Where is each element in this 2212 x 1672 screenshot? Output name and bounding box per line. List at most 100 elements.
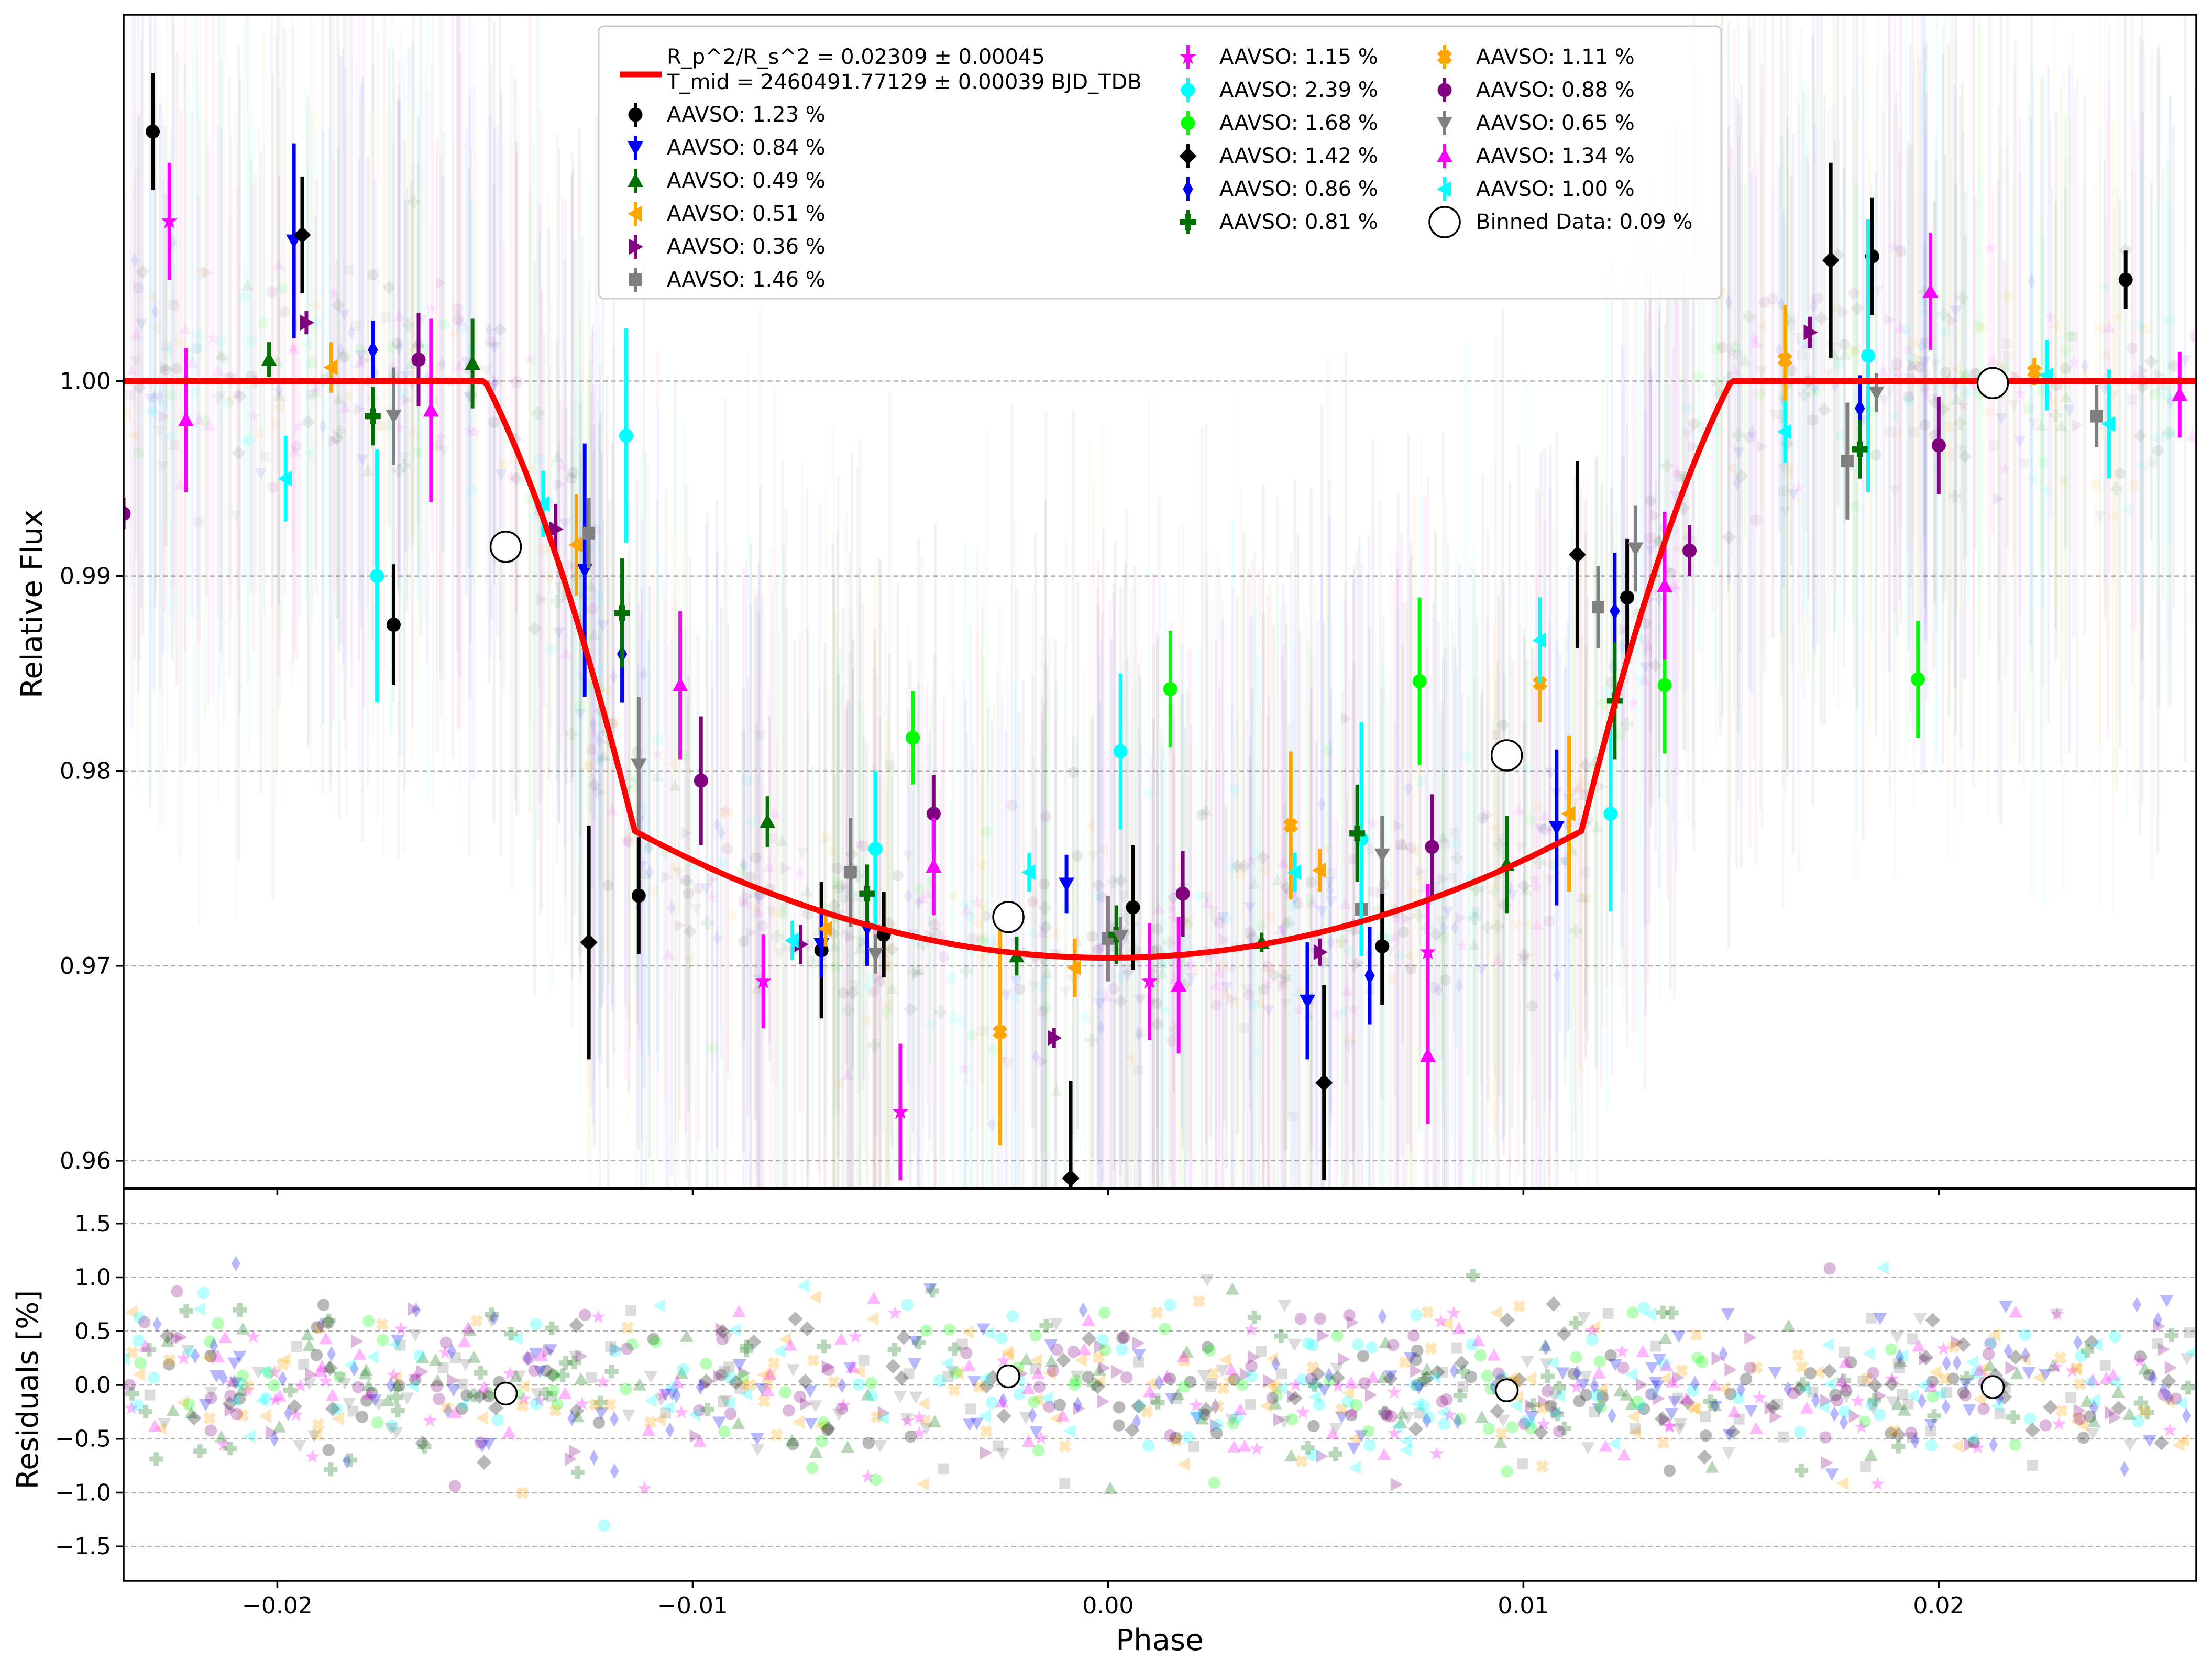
residual-point xyxy=(324,1462,338,1477)
bg-point xyxy=(466,485,478,496)
residual-point xyxy=(347,1405,359,1417)
residual-point xyxy=(1506,1421,1518,1434)
residual-point-shape xyxy=(241,1379,255,1393)
bg-point xyxy=(1450,838,1462,849)
bg-point-shape xyxy=(833,1077,845,1090)
bg-point xyxy=(215,348,228,360)
bg-point xyxy=(1809,387,1821,398)
data-point xyxy=(1620,590,1635,605)
bg-point xyxy=(1133,994,1147,1006)
bg-point xyxy=(223,397,234,409)
residual-point xyxy=(1665,1408,1679,1421)
bg-point xyxy=(1600,702,1612,715)
residual-point xyxy=(647,1333,660,1346)
residual-point xyxy=(343,1453,357,1467)
bg-point xyxy=(771,907,783,919)
bg-point xyxy=(2028,273,2036,289)
residual-point xyxy=(227,1374,241,1387)
bg-point xyxy=(328,435,340,448)
bg-point xyxy=(1580,867,1590,878)
residual-point xyxy=(1890,1332,1904,1344)
residual-point xyxy=(1700,1411,1711,1422)
residual-point xyxy=(836,1398,851,1412)
bg-point xyxy=(2067,331,2078,342)
data-point xyxy=(2090,410,2103,423)
residual-point xyxy=(1028,1407,1037,1423)
residual-point xyxy=(1607,1407,1616,1424)
bg-point xyxy=(652,734,664,746)
residual-point xyxy=(1306,1448,1319,1461)
residual-point xyxy=(1040,1391,1053,1405)
residual-point xyxy=(942,1371,954,1382)
residual-point-shape xyxy=(1270,1381,1283,1394)
residual-point xyxy=(1429,1446,1444,1460)
residual-point xyxy=(948,1342,962,1356)
bg-point xyxy=(553,581,566,593)
bg-point xyxy=(129,356,142,368)
residual-point xyxy=(1696,1356,1709,1369)
residual-point xyxy=(317,1299,330,1311)
residual-point xyxy=(1820,1394,1833,1408)
data-point xyxy=(300,314,314,331)
residual-point xyxy=(734,1383,746,1394)
residual-point xyxy=(1690,1328,1703,1341)
residual-point xyxy=(2021,1347,2030,1363)
bg-point xyxy=(1342,1040,1356,1052)
bg-point xyxy=(1351,925,1363,938)
residual-point xyxy=(1592,1366,1606,1379)
residual-point xyxy=(665,1422,675,1438)
residual-point xyxy=(816,1435,828,1448)
residual-point xyxy=(633,1378,647,1391)
bg-point xyxy=(1655,592,1664,607)
residual-point xyxy=(700,1403,714,1417)
residual-point xyxy=(598,1519,611,1532)
residual-point-shape xyxy=(1688,1401,1701,1415)
bg-point xyxy=(1850,501,1862,512)
bg-point xyxy=(1326,934,1335,950)
residual-point xyxy=(125,1387,139,1401)
bg-point xyxy=(1150,1017,1165,1031)
residual-point xyxy=(1586,1333,1599,1346)
main-panel: 0.960.970.980.991.00 xyxy=(60,14,2197,1195)
bg-point xyxy=(144,290,156,303)
bg-point xyxy=(1775,342,1784,357)
bg-point xyxy=(1973,320,1985,332)
bg-point xyxy=(882,916,896,931)
residual-point xyxy=(887,1343,901,1357)
residual-point xyxy=(338,1377,352,1390)
residual-point xyxy=(1446,1305,1461,1319)
bg-point xyxy=(215,336,226,347)
residual-point xyxy=(750,1433,764,1446)
residual-point xyxy=(1160,1369,1174,1382)
bg-point xyxy=(412,446,424,458)
residual-point xyxy=(712,1416,726,1429)
residual-point xyxy=(783,1404,795,1417)
bg-point xyxy=(597,749,610,761)
residual-point xyxy=(738,1366,751,1380)
bg-point-shape xyxy=(1264,911,1276,923)
legend-marker xyxy=(1181,116,1195,130)
residual-point xyxy=(1917,1378,1929,1392)
residual-point xyxy=(731,1416,745,1429)
bg-point xyxy=(493,323,507,337)
bg-point-shape xyxy=(2128,479,2140,491)
bg-point xyxy=(1093,998,1106,1010)
legend-label: AAVSO: 0.88 % xyxy=(1476,78,1635,102)
residual-point xyxy=(431,1373,445,1387)
bg-point xyxy=(1229,996,1241,1008)
residual-point xyxy=(870,1473,882,1486)
residual-point xyxy=(2105,1406,2117,1420)
residual-point-shape xyxy=(1938,1372,1952,1385)
residual-point xyxy=(2032,1371,2045,1385)
residual-point xyxy=(1265,1352,1279,1366)
bg-point xyxy=(1532,801,1544,813)
residual-point xyxy=(894,1370,909,1386)
bg-point xyxy=(169,439,180,450)
bg-point xyxy=(1257,863,1269,876)
residual-point xyxy=(1278,1300,1292,1312)
bg-point xyxy=(171,362,183,375)
residual-point xyxy=(2089,1338,2103,1352)
residual-point xyxy=(919,1423,933,1435)
residual-point xyxy=(393,1321,409,1335)
bg-point xyxy=(211,364,224,376)
